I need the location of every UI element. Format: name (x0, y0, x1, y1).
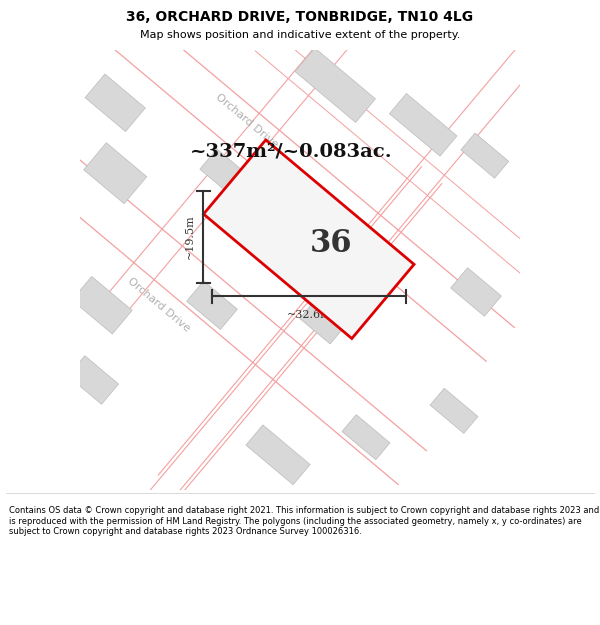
Polygon shape (430, 388, 478, 433)
Text: ~32.6m: ~32.6m (286, 309, 331, 319)
Text: 36, ORCHARD DRIVE, TONBRIDGE, TN10 4LG: 36, ORCHARD DRIVE, TONBRIDGE, TN10 4LG (127, 10, 473, 24)
Polygon shape (389, 94, 457, 156)
Text: ~19.5m: ~19.5m (184, 214, 194, 259)
Polygon shape (451, 268, 502, 316)
Text: Map shows position and indicative extent of the property.: Map shows position and indicative extent… (140, 30, 460, 40)
Polygon shape (68, 356, 119, 404)
Polygon shape (246, 425, 310, 485)
Polygon shape (295, 48, 376, 122)
Polygon shape (300, 302, 344, 344)
Text: Orchard Drive: Orchard Drive (126, 276, 192, 334)
Polygon shape (461, 133, 509, 178)
Polygon shape (203, 140, 414, 339)
Polygon shape (85, 74, 145, 132)
Polygon shape (187, 281, 238, 329)
Polygon shape (276, 203, 324, 249)
Text: Contains OS data © Crown copyright and database right 2021. This information is : Contains OS data © Crown copyright and d… (9, 506, 599, 536)
Text: ~337m²/~0.083ac.: ~337m²/~0.083ac. (190, 142, 392, 160)
Polygon shape (72, 276, 132, 334)
Text: Orchard Drive: Orchard Drive (214, 91, 280, 149)
Polygon shape (83, 142, 147, 204)
Polygon shape (342, 414, 390, 460)
Polygon shape (200, 149, 251, 198)
Text: 36: 36 (310, 228, 352, 259)
